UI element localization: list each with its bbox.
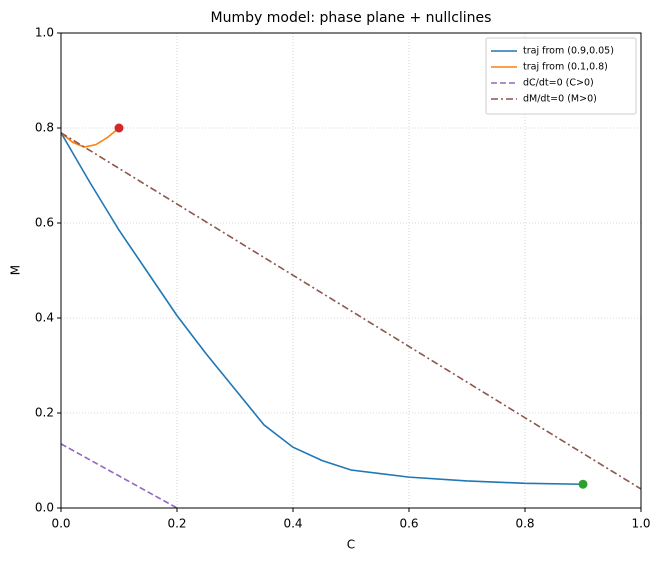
x-tick-label: 1.0 xyxy=(631,517,650,531)
x-tick-label: 0.0 xyxy=(51,517,70,531)
legend-label: dC/dt=0 (C>0) xyxy=(523,78,594,89)
y-tick-label: 0.8 xyxy=(35,121,54,135)
y-axis-label: M xyxy=(9,265,23,275)
y-tick-label: 0.4 xyxy=(35,311,54,325)
x-tick-label: 0.4 xyxy=(283,517,302,531)
y-tick-label: 0.2 xyxy=(35,406,54,420)
x-tick-label: 0.6 xyxy=(399,517,418,531)
marker-point xyxy=(114,123,124,133)
plot-frame xyxy=(60,32,642,509)
chart-title: Mumby model: phase plane + nullclines xyxy=(211,10,492,26)
series-line xyxy=(60,127,120,148)
y-tick-label: 1.0 xyxy=(35,26,54,40)
legend: traj from (0.9,0.05) traj from (0.1,0.8) d… xyxy=(485,37,637,115)
series-line xyxy=(60,443,178,509)
x-tick-label: 0.2 xyxy=(167,517,186,531)
marker-point xyxy=(578,479,588,489)
legend-label: traj from (0.9,0.05) xyxy=(523,46,614,57)
legend-label: dM/dt=0 (M>0) xyxy=(523,94,597,105)
series-line xyxy=(60,132,642,490)
legend-box xyxy=(485,37,637,115)
y-tick-label: 0.0 xyxy=(35,501,54,515)
x-tick-label: 0.8 xyxy=(515,517,534,531)
x-axis-label: C xyxy=(347,538,355,552)
series-line xyxy=(60,132,584,486)
y-tick-label: 0.6 xyxy=(35,216,54,230)
legend-label: traj from (0.1,0.8) xyxy=(523,62,608,73)
